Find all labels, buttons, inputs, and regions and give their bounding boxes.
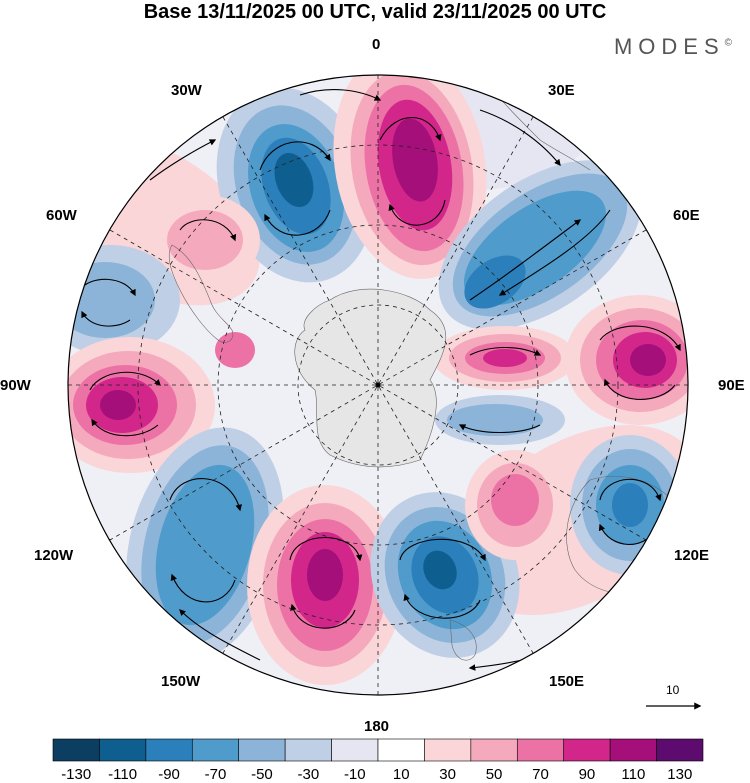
high-anomaly-150e — [465, 450, 565, 560]
colorbar — [52, 738, 704, 762]
low-anomaly-far-w — [68, 245, 180, 355]
anomaly-field — [68, 75, 688, 695]
reference-vector-label: 10 — [666, 683, 680, 697]
latitude-circles — [137, 144, 619, 626]
colorbar-tick-label: 10 — [392, 766, 410, 783]
high-anomaly-w-faint — [150, 195, 260, 285]
south-america-coast — [168, 244, 234, 343]
modes-logo: MODES© — [614, 34, 732, 60]
lon-label-120e: 120E — [674, 547, 710, 564]
colorbar-swatch — [656, 738, 704, 762]
brand-mark: © — [724, 37, 732, 49]
colorbar-swatch — [424, 738, 472, 762]
low-anomaly-inner-e — [435, 395, 565, 445]
lon-label-150e: 150E — [549, 673, 585, 690]
high-anomaly-s — [247, 485, 403, 685]
lon-label-90w: 90W — [0, 377, 31, 394]
lon-label-150w: 150W — [161, 673, 201, 690]
low-anomaly-ne — [438, 160, 642, 330]
low-anomaly-120w — [126, 427, 284, 663]
colorbar-tick-label: 130 — [667, 766, 693, 783]
lon-label-120w: 120W — [34, 547, 74, 564]
colorbar-swatch — [331, 738, 379, 762]
high-anomaly-90e — [565, 295, 688, 425]
map-title: Base 13/11/2025 00 UTC, valid 23/11/2025… — [143, 1, 607, 23]
high-anomaly-inner-e — [433, 326, 577, 390]
colorbar-swatch — [609, 738, 657, 762]
lon-label-0: 0 — [372, 36, 381, 53]
colorbar-tick-label: 50 — [485, 766, 503, 783]
colorbar-tick-label: -50 — [251, 766, 273, 783]
colorbar-swatch — [145, 738, 193, 762]
colorbar-tick-label: -110 — [108, 766, 138, 783]
colorbar-swatch — [563, 738, 611, 762]
map-border — [67, 74, 689, 696]
lon-label-30e: 30E — [548, 82, 575, 99]
meridians — [68, 75, 688, 695]
colorbar-tick-label: -70 — [204, 766, 227, 783]
colorbar-tick-label: -90 — [158, 766, 180, 783]
colorbar-swatch — [238, 738, 286, 762]
lon-label-60w: 60W — [46, 207, 77, 224]
colorbar-tick-label: -10 — [343, 766, 366, 783]
south-pole-dot — [375, 382, 381, 388]
brand-name: MODES — [613, 34, 725, 59]
colorbar-swatch — [377, 738, 425, 762]
colorbar-swatch — [52, 738, 100, 762]
high-anomaly-90w — [68, 332, 255, 473]
low-anomaly-120e — [570, 435, 688, 575]
colorbar-tick-label: 110 — [621, 766, 646, 783]
colorbar-swatch — [191, 738, 240, 762]
new-zealand-coast — [449, 619, 477, 661]
colorbar-swatch — [99, 738, 147, 762]
colorbar-tick-label: -130 — [61, 766, 92, 783]
colorbar-swatch — [516, 738, 565, 762]
lon-label-60e: 60E — [673, 207, 700, 224]
colorbar-tick-label: -30 — [297, 766, 320, 783]
colorbar-tick-label: 30 — [439, 766, 456, 783]
colorbar-swatch — [470, 738, 518, 762]
colorbar-tick-label: 70 — [532, 766, 549, 783]
lon-label-180: 180 — [364, 718, 390, 735]
colorbar-tick-label: 90 — [578, 766, 596, 783]
lon-label-30w: 30W — [171, 82, 202, 99]
colorbar-swatch — [284, 738, 332, 762]
high-anomaly-n — [333, 75, 487, 279]
lon-label-90e: 90E — [718, 377, 745, 394]
